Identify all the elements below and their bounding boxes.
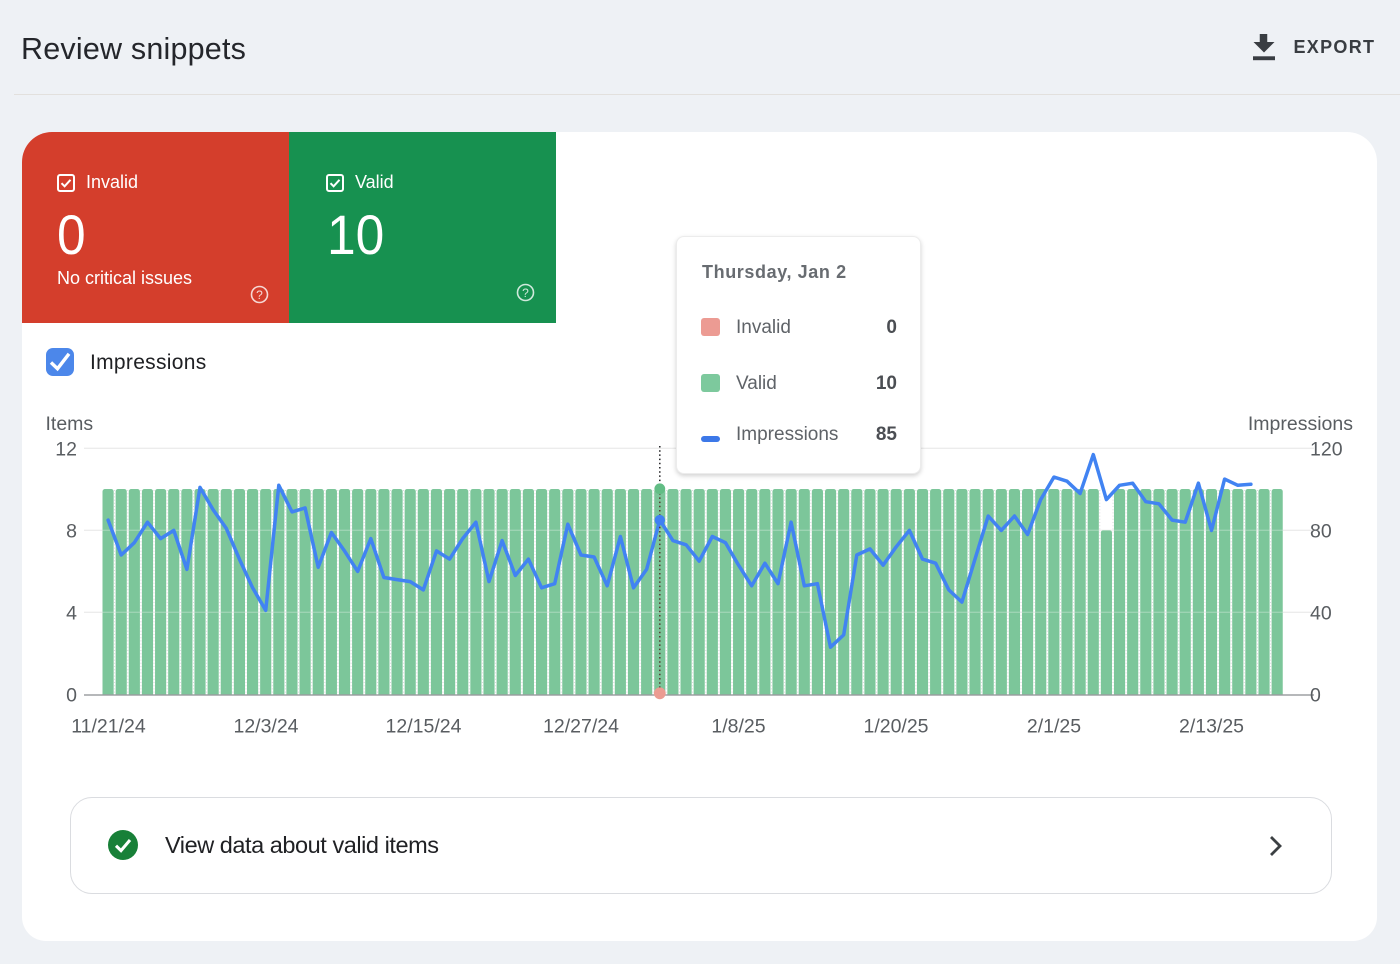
svg-text:80: 80 [1310, 520, 1332, 542]
svg-text:12/27/24: 12/27/24 [543, 716, 619, 738]
svg-text:0: 0 [1310, 684, 1321, 706]
svg-text:40: 40 [1310, 602, 1332, 624]
svg-text:12/15/24: 12/15/24 [386, 716, 462, 738]
svg-text:4: 4 [66, 602, 77, 624]
svg-text:8: 8 [66, 520, 77, 542]
svg-text:Items: Items [46, 413, 94, 435]
svg-text:Impressions: Impressions [1248, 413, 1353, 435]
svg-text:?: ? [256, 288, 263, 302]
svg-text:1/8/25: 1/8/25 [711, 716, 765, 738]
svg-text:?: ? [522, 286, 529, 300]
svg-text:0: 0 [66, 684, 77, 706]
svg-text:2/13/25: 2/13/25 [1179, 716, 1244, 738]
svg-text:11/21/24: 11/21/24 [71, 716, 146, 738]
svg-text:12/3/24: 12/3/24 [233, 716, 298, 738]
svg-text:2/1/25: 2/1/25 [1027, 716, 1081, 738]
svg-text:1/20/25: 1/20/25 [863, 716, 928, 738]
svg-text:12: 12 [55, 438, 77, 460]
svg-text:120: 120 [1310, 438, 1343, 460]
